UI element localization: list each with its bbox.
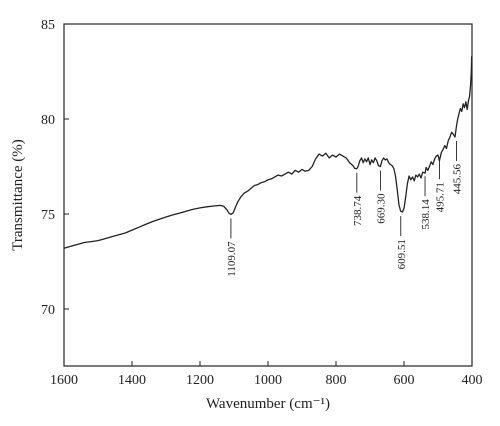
transmittance-line (63, 56, 473, 249)
x-tick-label: 600 (394, 373, 415, 388)
y-tick-label: 85 (41, 18, 55, 33)
x-tick-label: 1200 (186, 373, 214, 388)
peak-label: 669.30 (375, 193, 387, 224)
peak-label: 495.71 (434, 182, 446, 212)
peak-label: 609.51 (396, 239, 408, 269)
peak-label: 445.56 (452, 164, 464, 195)
y-tick-label: 75 (41, 208, 55, 223)
axis-ticks (63, 23, 473, 366)
tick-labels: 1600 1400 1200 1000 800 600 400 85 80 75 70 (41, 18, 483, 388)
y-axis-title: Transmittance (%) (10, 139, 26, 251)
x-tick-label: 400 (462, 373, 483, 388)
x-tick-label: 1600 (50, 373, 78, 388)
peak-label: 538.14 (420, 199, 432, 230)
plot-frame (63, 23, 473, 367)
x-tick-label: 1400 (118, 373, 146, 388)
peak-label: 738.74 (352, 195, 364, 226)
y-tick-label: 80 (41, 113, 55, 128)
x-tick-label: 800 (326, 373, 347, 388)
x-tick-label: 1000 (254, 373, 282, 388)
peak-label: 1109.07 (226, 241, 238, 277)
y-tick-label: 70 (41, 303, 55, 318)
x-axis-title: Wavenumber (cm⁻¹) (206, 396, 330, 412)
